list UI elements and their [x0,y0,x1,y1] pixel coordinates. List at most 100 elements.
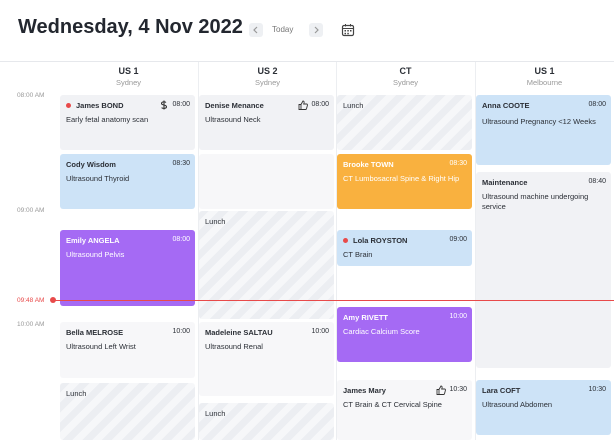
appointment[interactable]: Anna COOTE 08:00 Ultrasound Pregnancy <12 … [476,95,611,165]
appointment-time: 10:00 [311,328,329,335]
block-label: Lunch [343,101,364,110]
appointment-time: 08:30 [172,160,190,167]
column-header: CT Sydney [337,66,474,87]
room-name: CT [399,66,412,76]
status-dot [343,238,348,243]
appointment[interactable]: Brooke TOWN 08:30 CT Lumbosacral Spine & R… [337,154,472,209]
status-dot [66,103,71,108]
appointment[interactable]: Madeleine SALTAU 10:00 Ultrasound Renal [199,322,334,396]
procedure: CT Brain [343,250,373,259]
appointment[interactable]: Cody Wisdom 08:30 Ultrasound Thyroid [60,154,195,209]
procedure: CT Brain & CT Cervical Spine [343,400,442,409]
appointment-time: 08:00 [588,101,606,108]
lunch-block: Lunch [60,383,195,440]
room-location: Sydney [254,78,281,87]
column: Lunch Brooke TOWN 08:30 CT Lumbosacral Spi… [336,0,473,440]
patient-name: James Mary [343,386,386,395]
maintenance-block[interactable]: Maintenance 08:40 Ultrasound machine under… [476,172,611,368]
time-label: 09:00 AM [17,207,45,214]
block-label: Maintenance [482,178,528,187]
empty-slot[interactable] [199,154,334,209]
chevron-left [253,26,258,34]
lunch-block: Lunch [199,403,334,440]
appointment-time: 09:00 [449,236,467,243]
room-location: Melbourne [526,78,563,87]
procedure: Early fetal anatomy scan [66,115,149,124]
appointment-time: 10:30 [588,386,606,393]
appointment-time: 08:00 [172,236,190,243]
patient-name: Anna COOTE [482,101,530,110]
page-title: Wednesday, 4 Nov 2022 [18,16,243,38]
patient-name: Madeleine SALTAU [205,328,273,337]
appointment[interactable]: Emily ANGELA 08:00 Ultrasound Pelvis [60,230,195,306]
patient-name: Emily ANGELA [66,236,120,245]
patient-name: Cody Wisdom [66,160,116,169]
patient-name: Denise Menance [205,101,264,110]
patient-name: Amy RIVETT [343,313,389,322]
appointment-time: 08:30 [449,160,467,167]
block-label: Lunch [205,409,226,418]
column-divider [475,62,476,440]
lunch-block: Lunch [199,211,334,319]
column-header: US 1 Melbourne [476,66,613,87]
current-time-dot [50,297,56,303]
header-divider [0,61,614,62]
appointment-time: 10:30 [449,386,467,393]
calendar-icon[interactable] [341,23,355,37]
procedure: Ultrasound Renal [205,342,263,351]
procedure: Ultrasound Thyroid [66,174,130,183]
current-time-line [54,300,614,301]
procedure: Ultrasound Abdomen [482,400,553,409]
payment-icon [160,100,168,110]
column-header: US 1 Sydney [60,66,197,87]
appointment[interactable]: Lara COFT 10:30 Ultrasound Abdomen [476,380,611,435]
room-location: Sydney [115,78,142,87]
thumbs-up-icon [298,100,308,110]
block-description: Ultrasound machine undergoing service [482,192,589,211]
appointment[interactable]: Bella MELROSE 10:00 Ultrasound Left Wrist [60,322,195,378]
room-name: US 1 [534,66,555,76]
block-label: Lunch [205,217,226,226]
column: Denise Menance 08:00 Ultrasound Neck Lunch… [198,0,335,440]
thumbs-up-icon [436,385,446,395]
next-button[interactable] [309,23,323,37]
block-time: 08:40 [588,178,606,185]
column-header: US 2 Sydney [199,66,336,87]
procedure: Ultrasound Pelvis [66,250,125,259]
patient-name: James BOND [76,101,124,110]
appointment[interactable]: James BOND 08:00 Early fetal anatomy scan [60,95,195,150]
appointment-time: 08:00 [172,101,190,108]
procedure: Ultrasound Left Wrist [66,342,136,351]
room-location: Sydney [392,78,419,87]
appointment[interactable]: Amy RIVETT 10:00 Cardiac Calcium Score [337,307,472,362]
appointment[interactable]: Denise Menance 08:00 Ultrasound Neck [199,95,334,150]
appointment-time: 10:00 [449,313,467,320]
lunch-block: Lunch [337,95,472,150]
patient-name: Bella MELROSE [66,328,124,337]
appointment-time: 10:00 [172,328,190,335]
current-time-label: 09:48 AM [17,297,45,304]
procedure: Cardiac Calcium Score [343,327,420,336]
room-name: US 1 [118,66,139,76]
procedure: CT Lumbosacral Spine & Right Hip [343,174,460,183]
block-label: Lunch [66,389,87,398]
room-name: US 2 [257,66,278,76]
today-button[interactable]: Today [272,25,294,34]
patient-name: Lola ROYSTON [353,236,408,245]
procedure: Ultrasound Neck [205,115,261,124]
appointment[interactable]: James Mary 10:30 CT Brain & CT Cervical Sp… [337,380,472,440]
column-divider [198,62,199,440]
column: James BOND 08:00 Early fetal anatomy scan … [59,0,196,440]
prev-button[interactable] [249,23,263,37]
procedure: Ultrasound Pregnancy <12 Weeks [482,117,596,126]
appointment[interactable]: Lola ROYSTON 09:00 CT Brain [337,230,472,266]
chevron-right [314,26,319,34]
time-label: 08:00 AM [17,92,45,99]
column-divider [336,62,337,440]
appointment-time: 08:00 [311,101,329,108]
column: Anna COOTE 08:00 Ultrasound Pregnancy <12 … [475,0,612,440]
time-label: 10:00 AM [17,321,45,328]
patient-name: Brooke TOWN [343,160,394,169]
patient-name: Lara COFT [482,386,521,395]
